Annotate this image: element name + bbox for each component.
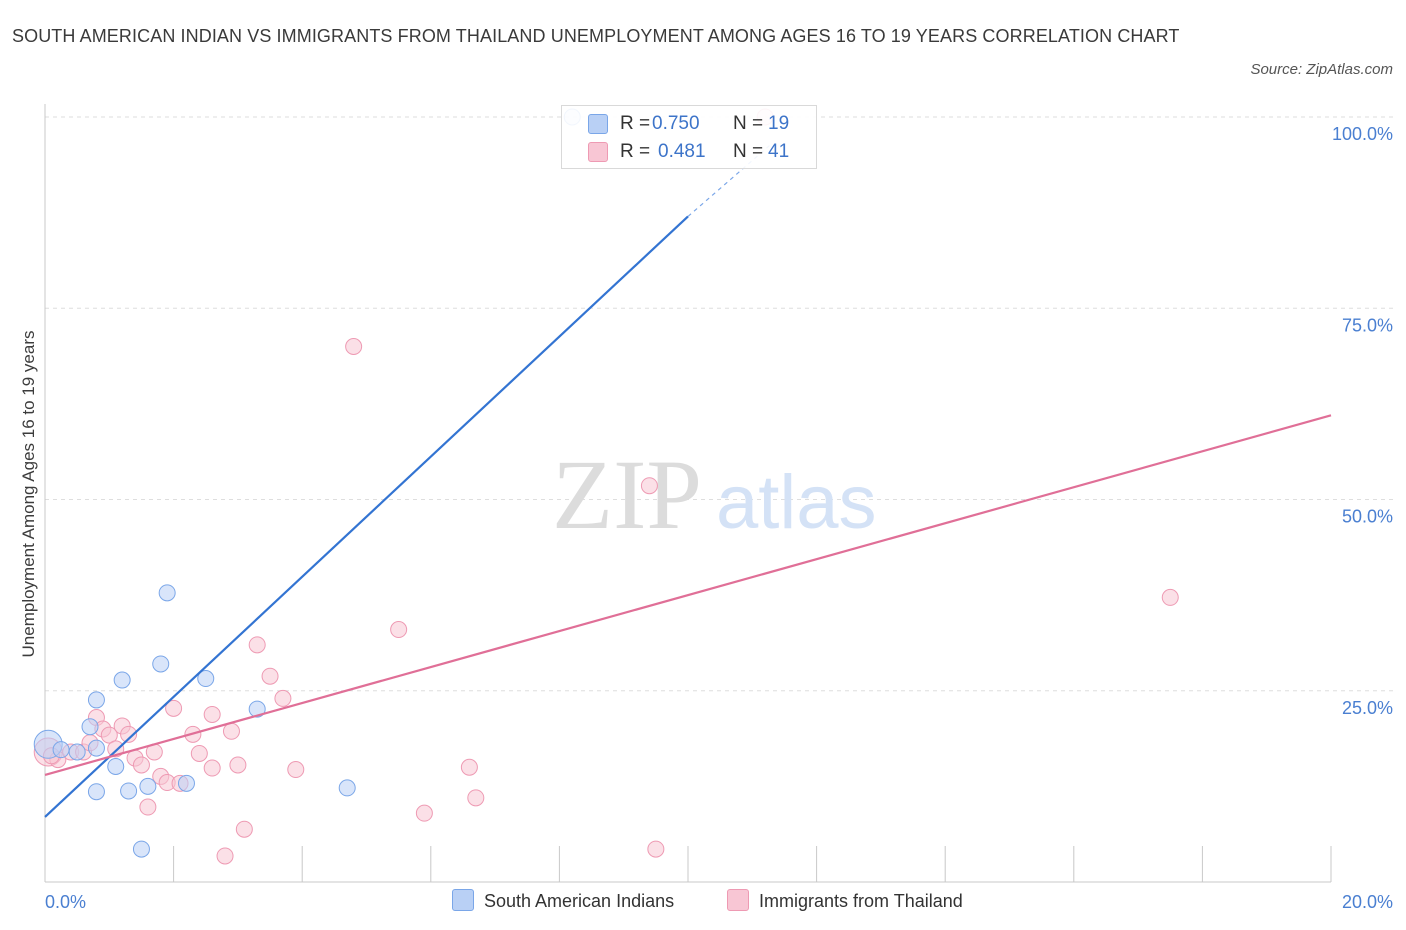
bottom-legend-swatch-blue: [452, 889, 474, 912]
data-point-thailand: [248, 636, 266, 654]
source-label: Source: ZipAtlas.com: [1250, 61, 1393, 78]
data-point-south-american: [338, 779, 356, 797]
trend-lines: [44, 143, 1332, 818]
data-point-thailand: [640, 477, 658, 495]
x-axis-ticks: [173, 846, 1332, 882]
data-point-thailand: [467, 789, 485, 807]
data-point-thailand: [460, 758, 478, 776]
watermark-atlas: atlas: [716, 460, 877, 545]
data-point-thailand: [216, 847, 234, 865]
data-point-south-american: [87, 691, 105, 709]
y-tick-label: 100.0%: [1332, 124, 1393, 144]
data-point-thailand: [287, 761, 305, 779]
legend-n-label: N =: [733, 141, 764, 162]
legend-r-label: R =: [620, 141, 651, 162]
legend-n-value: 41: [768, 141, 790, 162]
data-point-thailand: [235, 820, 253, 838]
trend-line-south-american: [44, 215, 689, 818]
legend-n-value: 19: [768, 113, 790, 134]
y-tick-labels: 25.0% 50.0% 75.0% 100.0%: [1332, 124, 1393, 718]
data-point-thailand: [100, 726, 118, 744]
data-point-thailand: [647, 840, 665, 858]
data-point-south-american: [177, 774, 195, 792]
data-point-thailand: [274, 689, 292, 707]
trend-line-extension: [687, 143, 772, 217]
legend-swatch-pink: [588, 142, 608, 162]
data-point-thailand: [139, 798, 157, 816]
watermark-zip: ZIP: [552, 439, 702, 550]
data-point-south-american: [113, 671, 131, 689]
data-point-thailand: [261, 667, 279, 685]
data-point-south-american: [139, 777, 157, 795]
data-point-thailand: [229, 756, 247, 774]
data-point-thailand: [132, 756, 150, 774]
data-point-thailand: [203, 759, 221, 777]
data-point-thailand: [190, 744, 208, 762]
data-point-thailand: [390, 621, 408, 639]
legend-r-value: 0.750: [652, 113, 700, 134]
trend-line-thailand: [44, 414, 1332, 776]
data-point-south-american: [52, 741, 70, 759]
watermark: ZIP atlas: [552, 439, 877, 550]
y-axis-label: Unemployment Among Ages 16 to 19 years: [19, 331, 38, 658]
chart-title: SOUTH AMERICAN INDIAN VS IMMIGRANTS FROM…: [12, 26, 1180, 46]
bottom-legend-thailand: Immigrants from Thailand: [727, 889, 963, 913]
legend-r-label: R =: [620, 113, 651, 134]
data-point-south-american: [152, 655, 170, 673]
series-south-american-points: [33, 108, 581, 858]
data-point-thailand: [1161, 588, 1179, 606]
data-point-south-american: [81, 718, 99, 736]
data-point-thailand: [120, 725, 138, 743]
bottom-legend-south-american: South American Indians: [452, 889, 674, 913]
bottom-legend-swatch-pink: [727, 889, 749, 912]
data-point-south-american: [87, 783, 105, 801]
legend-n-label: N =: [733, 113, 764, 134]
data-point-south-american: [248, 700, 266, 718]
data-point-thailand: [203, 705, 221, 723]
legend-r-value: 0.481: [658, 141, 706, 162]
data-point-south-american: [120, 782, 138, 800]
x-tick-label-max: 20.0%: [1342, 892, 1393, 912]
legend-swatch-blue: [588, 114, 608, 134]
data-point-thailand: [165, 699, 183, 717]
data-point-south-american: [132, 840, 150, 858]
bottom-legend-label: South American Indians: [484, 891, 675, 911]
data-point-south-american: [107, 757, 125, 775]
x-tick-label-min: 0.0%: [45, 892, 86, 912]
bottom-legend-label: Immigrants from Thailand: [759, 891, 963, 911]
data-point-south-american: [68, 743, 86, 761]
y-tick-label: 75.0%: [1342, 315, 1393, 335]
gridlines: [45, 116, 1393, 692]
y-tick-label: 25.0%: [1342, 698, 1393, 718]
legend-box: R = 0.750 N = 19 R = 0.481 N = 41: [561, 105, 817, 169]
data-point-thailand: [345, 338, 363, 355]
data-point-south-american: [87, 739, 105, 757]
data-point-south-american: [158, 584, 176, 602]
data-point-thailand: [415, 804, 433, 822]
data-point-south-american: [197, 670, 215, 688]
data-point-thailand: [222, 722, 240, 740]
y-tick-label: 50.0%: [1342, 507, 1393, 527]
